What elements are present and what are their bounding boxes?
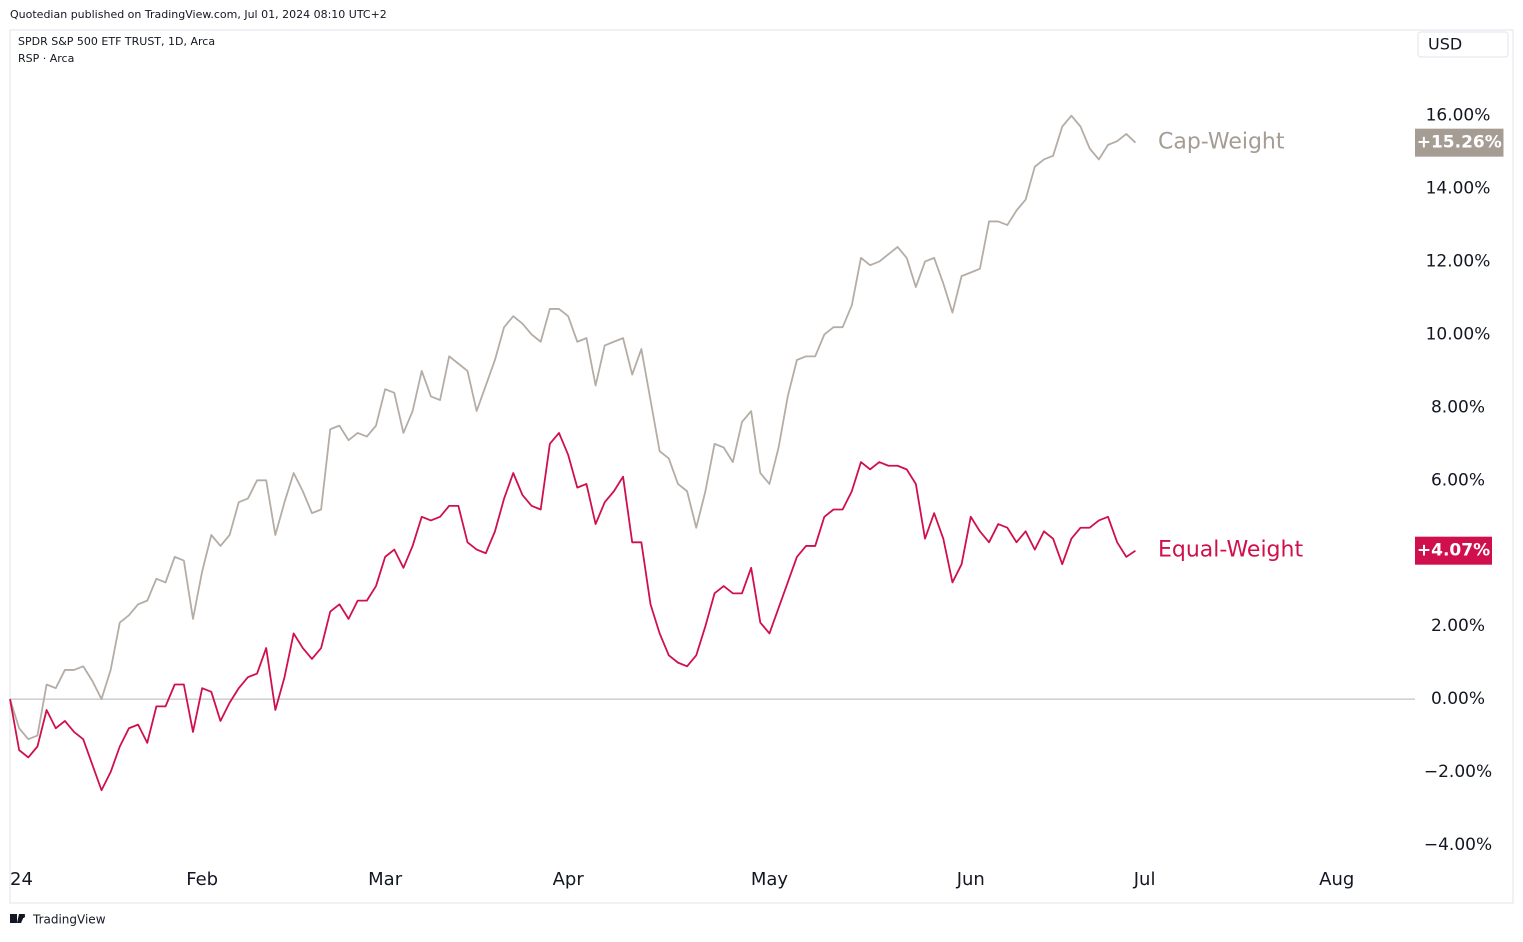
chart-frame <box>9 29 1514 904</box>
y-tick-label: 0.00% <box>1431 689 1485 709</box>
y-tick-label: 6.00% <box>1431 470 1485 490</box>
currency[interactable]: USD <box>1428 35 1462 54</box>
series-line <box>9 114 1137 741</box>
x-tick-label: Feb <box>186 869 218 890</box>
last-value-label: +4.07% <box>1417 541 1490 561</box>
y-tick-label: −2.00% <box>1424 762 1492 782</box>
y-tick-label: 2.00% <box>1431 616 1485 636</box>
series-line <box>9 432 1136 792</box>
currency-box[interactable] <box>1417 31 1509 58</box>
x-tick-label: Mar <box>368 869 403 890</box>
published-note: Quotedian published on TradingView.com, … <box>10 8 387 21</box>
y-tick-label: −4.00% <box>1424 835 1492 855</box>
y-tick-label: 8.00% <box>1431 397 1485 417</box>
series-name-label: Equal-Weight <box>1158 538 1303 563</box>
compare-symbol: RSP · Arca <box>18 52 74 65</box>
last-value-box <box>1415 536 1492 565</box>
footer-brand: TradingView <box>32 913 106 927</box>
x-tick-label: Aug <box>1319 869 1354 890</box>
tradingview-logo <box>10 914 25 923</box>
x-tick-label: Jun <box>956 869 985 890</box>
y-tick-label: 14.00% <box>1426 179 1491 199</box>
y-tick-label: 10.00% <box>1426 324 1491 344</box>
last-value-label: +15.26% <box>1417 133 1502 153</box>
y-tick-label: 12.00% <box>1426 252 1491 272</box>
x-tick-label: Apr <box>553 869 585 890</box>
y-tick-label: 16.00% <box>1426 106 1491 126</box>
symbol-title: SPDR S&P 500 ETF TRUST, 1D, Arca <box>18 35 215 48</box>
series-name-label: Cap-Weight <box>1158 130 1285 155</box>
x-tick-label: Jul <box>1133 869 1156 890</box>
last-value-box <box>1415 128 1504 157</box>
x-tick-label: May <box>751 869 789 890</box>
x-tick-label: 24 <box>10 869 33 890</box>
